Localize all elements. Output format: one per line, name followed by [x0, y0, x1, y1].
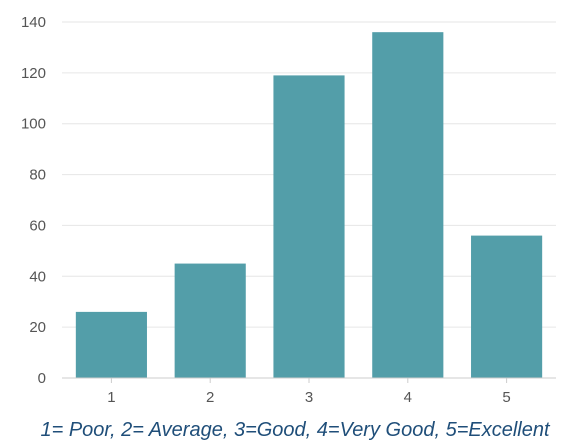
chart-caption: 1= Poor, 2= Average, 3=Good, 4=Very Good… — [40, 419, 550, 441]
y-tick-label: 40 — [29, 268, 46, 285]
bar-2 — [174, 263, 246, 378]
x-tick-label: 2 — [206, 389, 214, 406]
y-tick-label: 100 — [21, 116, 46, 133]
x-tick-label: 4 — [404, 389, 412, 406]
bar-4 — [372, 32, 444, 379]
x-axis-tick-labels: 1 2 3 4 5 — [107, 378, 511, 406]
bar-1 — [75, 311, 147, 378]
bar-3 — [273, 75, 345, 379]
y-tick-label: 80 — [29, 167, 46, 184]
y-tick-label: 0 — [38, 370, 46, 387]
y-tick-label: 20 — [29, 319, 46, 336]
bars — [75, 32, 543, 379]
bar-5 — [471, 235, 543, 378]
x-tick-label: 5 — [502, 389, 510, 406]
y-tick-label: 120 — [21, 65, 46, 82]
x-tick-label: 1 — [107, 389, 115, 406]
x-tick-label: 3 — [305, 389, 313, 406]
y-tick-label: 60 — [29, 217, 46, 234]
y-tick-label: 140 — [21, 14, 46, 31]
y-axis-tick-labels: 0 20 40 60 80 100 120 140 — [21, 14, 46, 387]
